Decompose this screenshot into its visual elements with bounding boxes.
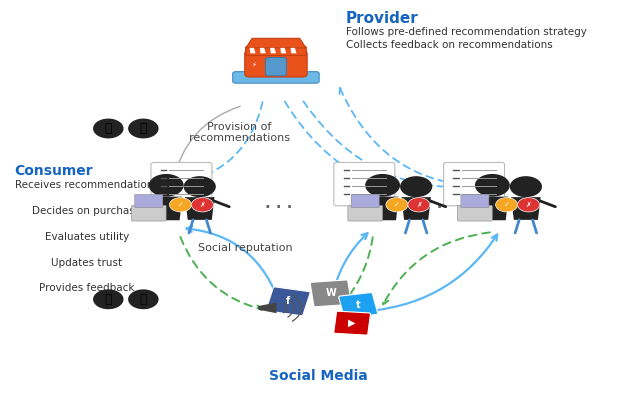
FancyBboxPatch shape — [135, 194, 163, 208]
Circle shape — [365, 174, 400, 197]
FancyBboxPatch shape — [233, 72, 319, 83]
Polygon shape — [150, 197, 182, 220]
Text: . . .: . . . — [415, 196, 442, 212]
Circle shape — [510, 176, 542, 197]
FancyBboxPatch shape — [444, 162, 504, 206]
Circle shape — [408, 198, 430, 212]
Polygon shape — [246, 38, 306, 48]
Circle shape — [128, 118, 159, 138]
FancyBboxPatch shape — [351, 194, 380, 208]
Text: Consumer: Consumer — [14, 164, 92, 178]
Text: ✗: ✗ — [525, 202, 531, 208]
Text: 👎: 👎 — [140, 293, 147, 306]
Text: Provides feedback: Provides feedback — [39, 284, 134, 294]
Circle shape — [184, 176, 216, 197]
Circle shape — [128, 289, 159, 309]
Polygon shape — [511, 197, 541, 220]
FancyBboxPatch shape — [131, 206, 166, 221]
FancyBboxPatch shape — [458, 206, 492, 221]
FancyBboxPatch shape — [266, 287, 310, 316]
Polygon shape — [250, 48, 255, 53]
Text: ✗: ✗ — [200, 202, 205, 208]
Polygon shape — [260, 48, 266, 53]
Text: Social Media: Social Media — [269, 369, 368, 383]
Text: ✓: ✓ — [394, 202, 400, 208]
Polygon shape — [291, 48, 296, 53]
FancyBboxPatch shape — [151, 162, 212, 206]
FancyBboxPatch shape — [334, 162, 395, 206]
Circle shape — [191, 198, 213, 212]
Text: ▶: ▶ — [348, 318, 356, 328]
FancyBboxPatch shape — [266, 58, 286, 76]
FancyBboxPatch shape — [310, 280, 351, 307]
Polygon shape — [476, 197, 508, 220]
Text: Receives recommendations: Receives recommendations — [15, 180, 159, 190]
Text: W: W — [325, 288, 336, 298]
Circle shape — [495, 198, 518, 212]
Text: Provider: Provider — [346, 11, 419, 26]
Text: f: f — [286, 296, 291, 306]
Text: Evaluates utility: Evaluates utility — [45, 232, 129, 242]
Circle shape — [93, 118, 124, 138]
Text: . . .: . . . — [266, 196, 292, 212]
Text: 👍: 👍 — [104, 293, 112, 306]
FancyBboxPatch shape — [246, 46, 307, 56]
FancyBboxPatch shape — [339, 292, 378, 318]
Text: 👍: 👍 — [104, 122, 112, 135]
Polygon shape — [259, 302, 276, 313]
Polygon shape — [401, 197, 431, 220]
Polygon shape — [280, 48, 286, 53]
Text: t: t — [356, 300, 360, 310]
FancyBboxPatch shape — [461, 194, 489, 208]
Circle shape — [386, 198, 408, 212]
Polygon shape — [270, 48, 276, 53]
Polygon shape — [185, 197, 214, 220]
FancyBboxPatch shape — [244, 50, 307, 77]
Text: ✗: ✗ — [416, 202, 422, 208]
Text: Collects feedback on recommendations: Collects feedback on recommendations — [346, 40, 553, 50]
FancyBboxPatch shape — [348, 206, 383, 221]
Circle shape — [170, 198, 191, 212]
Circle shape — [148, 174, 184, 197]
Text: ⚡: ⚡ — [252, 62, 257, 68]
Text: Decides on purchase: Decides on purchase — [33, 206, 141, 216]
Text: Social reputation: Social reputation — [198, 243, 292, 253]
Text: Updates trust: Updates trust — [51, 258, 122, 268]
Text: ✓: ✓ — [177, 202, 184, 208]
Circle shape — [93, 289, 124, 309]
Text: Follows pre-defined recommendation strategy: Follows pre-defined recommendation strat… — [346, 27, 587, 37]
Circle shape — [400, 176, 432, 197]
Circle shape — [518, 198, 540, 212]
FancyBboxPatch shape — [334, 311, 371, 335]
Text: Provision of
recommendations: Provision of recommendations — [189, 122, 290, 143]
Polygon shape — [367, 197, 399, 220]
Text: ✓: ✓ — [504, 202, 509, 208]
Text: 👎: 👎 — [140, 122, 147, 135]
Circle shape — [475, 174, 510, 197]
